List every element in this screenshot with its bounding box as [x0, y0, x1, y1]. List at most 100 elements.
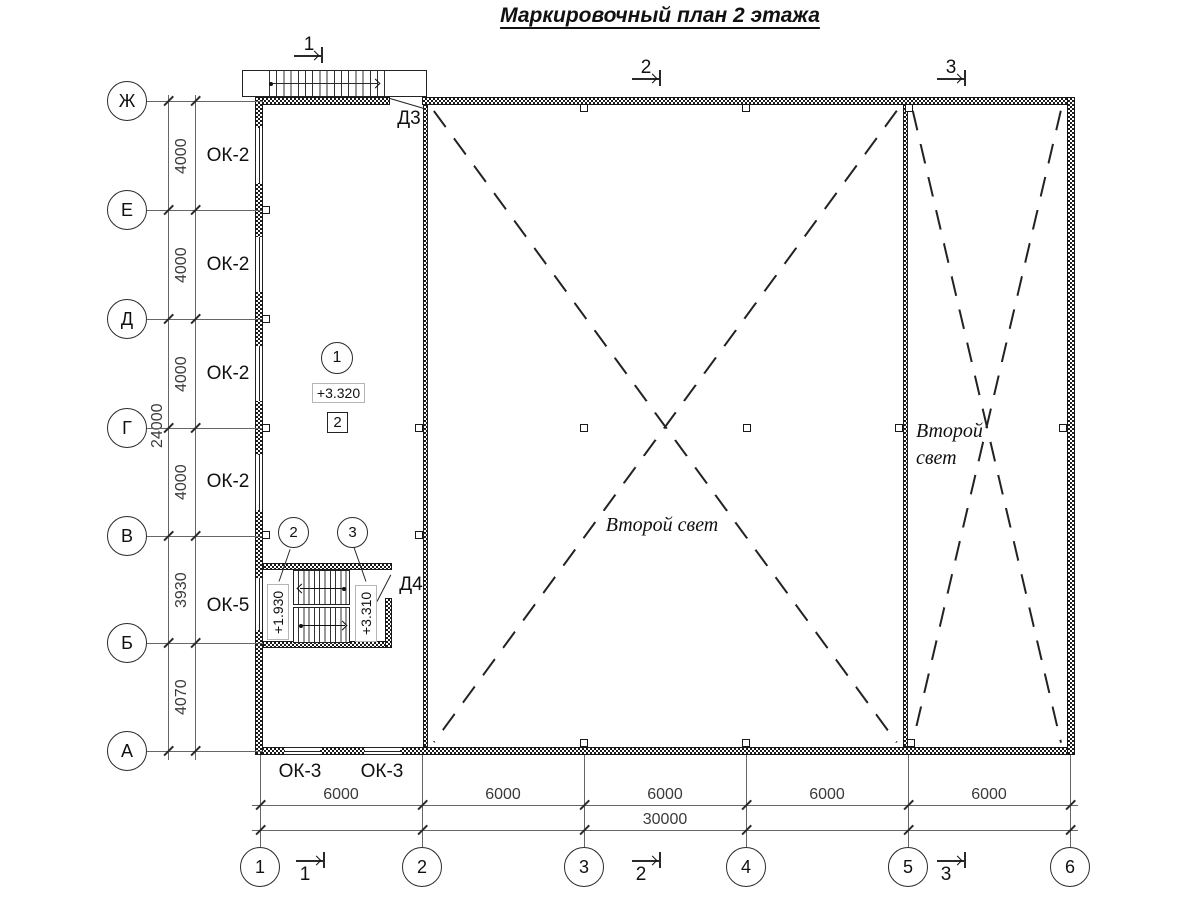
window-label-ok2: ОК-2 [206, 254, 250, 275]
window-label-ok3: ОК-3 [278, 761, 322, 782]
wall-top-left [255, 97, 390, 105]
column-marker [907, 739, 915, 747]
window-label-ok5: ОК-5 [206, 595, 250, 616]
wall-interior-axis5 [903, 105, 908, 747]
dim-bottom-segment-label: 6000 [647, 786, 683, 803]
room-label-second-light-line2: свет [916, 447, 957, 469]
plan-title: Маркировочный план 2 этажа [500, 4, 820, 27]
axis-row-bubble: В [107, 516, 147, 556]
axis-col-bubble: 4 [726, 847, 766, 887]
axis-col-bubble: 6 [1050, 847, 1090, 887]
section-arrow-bar [659, 852, 661, 868]
wall-window [255, 237, 263, 292]
section-mark-2-bottom: 2 [635, 864, 647, 885]
dim-bottom-segment-label: 6000 [323, 786, 359, 803]
axis-row-bubble: А [107, 731, 147, 771]
axis-row-line [147, 643, 263, 644]
axis-row-line [147, 210, 263, 211]
stair-flight-lower [293, 607, 350, 643]
callout-bubble-1: 1 [321, 342, 353, 374]
wall-interior-axis2 [423, 105, 428, 747]
column-marker [262, 315, 270, 323]
window-label-ok3: ОК-3 [360, 761, 404, 782]
section-arrow-line [632, 78, 660, 80]
axis-row-line [147, 319, 263, 320]
column-marker [580, 104, 588, 112]
axis-col-bubble: 3 [564, 847, 604, 887]
stair-flight-upper [293, 570, 350, 605]
section-arrow-bar [659, 70, 661, 86]
column-marker [1059, 424, 1067, 432]
exterior-stair [242, 70, 427, 97]
level-box-stair-upper: +3.310 [355, 585, 377, 642]
door-label-d3: Д3 [397, 108, 421, 129]
axis-col-line [908, 755, 909, 847]
axis-row-bubble: Е [107, 190, 147, 230]
wall-window [255, 346, 263, 401]
stair-direction-arrow [300, 588, 345, 590]
section-mark-1-top: 1 [303, 34, 315, 55]
dim-left-segment-label: 4000 [173, 464, 190, 500]
column-marker [262, 206, 270, 214]
dim-total-left: 24000 [149, 403, 166, 449]
window-label-ok2: ОК-2 [206, 145, 250, 166]
callout-bubble-2: 2 [278, 517, 309, 548]
column-marker [895, 424, 903, 432]
wall-window [255, 128, 263, 183]
axis-col-line [584, 755, 585, 847]
section-mark-1-bottom: 1 [299, 864, 311, 885]
axis-row-bubble: Д [107, 299, 147, 339]
section-arrow-line [632, 860, 660, 862]
axis-detail-box-2: 2 [327, 412, 348, 433]
column-marker [580, 739, 588, 747]
axis-col-line [1070, 755, 1071, 847]
section-arrow-line [294, 55, 322, 57]
axis-row-line [147, 428, 263, 429]
section-arrow-line [937, 860, 965, 862]
stair-direction-arrow [270, 83, 378, 85]
column-marker [262, 531, 270, 539]
axis-row-bubble: Б [107, 623, 147, 663]
column-marker [743, 424, 751, 432]
section-arrow-bar [323, 852, 325, 868]
wall-window [255, 455, 263, 510]
section-mark-2-top: 2 [640, 57, 652, 78]
dim-total-bottom: 30000 [642, 811, 688, 828]
stairwell-wall-top [263, 563, 392, 570]
section-mark-3-top: 3 [945, 57, 957, 78]
dim-left-segment-label: 3930 [173, 571, 190, 608]
axis-row-line [147, 101, 263, 102]
column-marker [262, 424, 270, 432]
axis-row-line [147, 751, 263, 752]
dim-bottom-segment-label: 6000 [971, 786, 1007, 803]
axis-col-bubble: 2 [402, 847, 442, 887]
room-label-second-light: Второй свет [605, 514, 719, 536]
stair-arrow-start-dot [269, 81, 273, 86]
dim-left-segment-label: 4070 [173, 679, 190, 715]
column-marker [742, 739, 750, 747]
stair-arrow-start-dot [342, 586, 346, 591]
wall-window [255, 578, 263, 630]
dim-bottom-segment-label: 6000 [485, 786, 521, 803]
section-arrow-line [937, 78, 965, 80]
section-arrow-bar [964, 70, 966, 86]
room-label-second-light-line1: Второй [916, 420, 983, 442]
axis-col-bubble: 1 [240, 847, 280, 887]
stair-arrow-start-dot [299, 623, 303, 628]
axis-col-line [260, 755, 261, 847]
section-arrow-line [296, 860, 324, 862]
dim-line-bottom-inner [252, 805, 1078, 806]
dim-left-segment-label: 4000 [173, 355, 190, 392]
column-marker [742, 104, 750, 112]
door-label-d4: Д4 [399, 574, 423, 595]
axis-row-bubble: Ж [107, 81, 147, 121]
dim-line-bottom-outer [252, 830, 1078, 831]
window-label-ok2: ОК-2 [206, 471, 250, 492]
column-marker [415, 424, 423, 432]
stairwell-wall-right [385, 598, 392, 648]
window-label-ok2: ОК-2 [206, 363, 250, 384]
stair-treads [298, 571, 347, 604]
callout-bubble-3: 3 [337, 517, 368, 548]
column-marker [580, 424, 588, 432]
